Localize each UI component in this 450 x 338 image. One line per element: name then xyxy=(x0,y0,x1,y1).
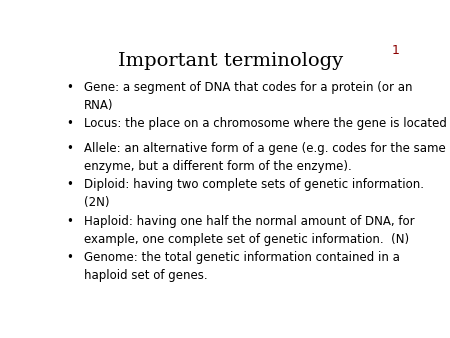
Text: Gene: a segment of DNA that codes for a protein (or an: Gene: a segment of DNA that codes for a … xyxy=(84,81,413,94)
Text: Allele: an alternative form of a gene (e.g. codes for the same: Allele: an alternative form of a gene (e… xyxy=(84,142,446,155)
Text: Haploid: having one half the normal amount of DNA, for: Haploid: having one half the normal amou… xyxy=(84,215,415,228)
Text: enzyme, but a different form of the enzyme).: enzyme, but a different form of the enzy… xyxy=(84,160,352,173)
Text: •: • xyxy=(67,142,74,155)
Text: •: • xyxy=(67,81,74,94)
Text: Diploid: having two complete sets of genetic information.: Diploid: having two complete sets of gen… xyxy=(84,178,424,192)
Text: •: • xyxy=(67,178,74,192)
Text: example, one complete set of genetic information.  (N): example, one complete set of genetic inf… xyxy=(84,233,410,246)
Text: (2N): (2N) xyxy=(84,196,110,209)
Text: haploid set of genes.: haploid set of genes. xyxy=(84,269,208,282)
Text: •: • xyxy=(67,251,74,264)
Text: Locus: the place on a chromosome where the gene is located: Locus: the place on a chromosome where t… xyxy=(84,117,447,130)
Text: RNA): RNA) xyxy=(84,99,114,112)
Text: Genome: the total genetic information contained in a: Genome: the total genetic information co… xyxy=(84,251,400,264)
Text: •: • xyxy=(67,117,74,130)
Text: •: • xyxy=(67,215,74,228)
Text: Important terminology: Important terminology xyxy=(118,52,343,70)
Text: 1: 1 xyxy=(392,45,400,57)
